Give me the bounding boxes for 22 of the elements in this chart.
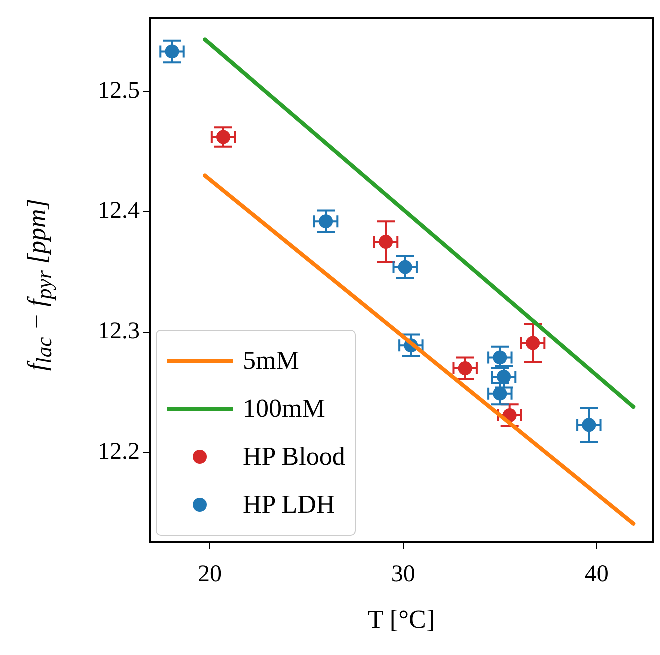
x-axis-title: T [°C] [368,605,435,634]
y-tick-label: 12.2 [98,439,140,466]
point [458,362,472,376]
legend-label: 100mM [243,394,326,424]
point [319,214,334,229]
y-tick-label: 12.4 [98,198,140,224]
point [165,44,180,59]
x-tick-label: 30 [391,562,416,588]
point [582,418,596,432]
point [497,370,512,384]
point [398,260,412,274]
y-tick-label: 12.5 [98,78,140,104]
x-tick-label: 20 [198,562,222,588]
legend-label: HP LDH [243,490,336,520]
legend-label: HP Blood [243,442,346,472]
x-tick-label: 40 [584,562,609,588]
legend-label: 5mM [243,346,300,376]
point [493,386,508,401]
y-tick-label: 12.3 [98,318,140,345]
point [493,350,508,365]
point [379,235,394,250]
point [526,336,540,350]
